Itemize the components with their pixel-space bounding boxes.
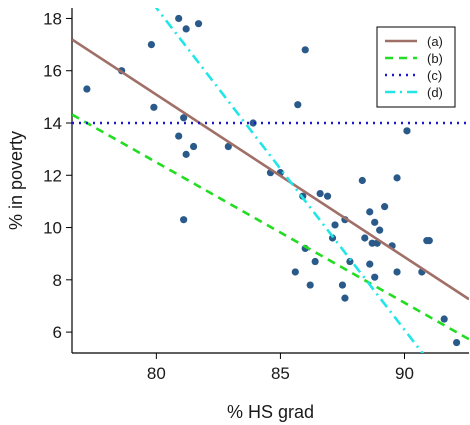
data-point	[301, 46, 309, 54]
y-tick-label: 10	[43, 219, 62, 238]
x-tick-label: 90	[395, 364, 414, 383]
data-point	[249, 119, 257, 127]
data-point	[376, 226, 384, 234]
data-point	[371, 273, 379, 281]
y-axis-title: % in poverty	[6, 131, 26, 230]
data-point	[189, 142, 198, 151]
data-point	[403, 127, 411, 135]
data-point	[393, 268, 401, 276]
data-point	[371, 218, 379, 226]
data-point	[358, 176, 366, 185]
data-point	[368, 239, 376, 247]
data-point	[316, 189, 324, 198]
x-tick-label: 85	[271, 364, 290, 383]
data-point	[294, 101, 302, 109]
data-point	[366, 208, 374, 216]
data-point	[147, 40, 155, 49]
x-axis-title: % HS grad	[227, 402, 314, 422]
data-point	[175, 132, 183, 140]
y-tick-label: 14	[43, 114, 62, 133]
data-point	[338, 281, 347, 289]
data-point	[393, 174, 401, 182]
data-point	[180, 114, 188, 122]
data-point	[306, 281, 314, 289]
y-tick-label: 18	[43, 9, 62, 28]
y-tick-label: 12	[43, 166, 62, 185]
data-point	[224, 142, 232, 151]
data-point	[323, 192, 332, 200]
data-point	[194, 20, 203, 28]
data-point	[182, 150, 190, 158]
data-point	[452, 338, 461, 347]
y-tick-label: 8	[53, 271, 62, 290]
line-b	[72, 113, 469, 341]
data-point	[291, 268, 299, 276]
data-point	[341, 294, 349, 302]
legend-label: (c)	[427, 68, 442, 83]
data-point	[182, 25, 190, 33]
data-point	[331, 221, 339, 229]
legend-box	[376, 26, 456, 108]
data-point	[83, 85, 91, 93]
legend-label: (a)	[427, 34, 443, 49]
data-point	[366, 260, 374, 268]
data-point	[440, 315, 448, 323]
y-tick-label: 16	[43, 62, 62, 81]
legend-label: (b)	[427, 51, 443, 66]
data-point	[361, 234, 369, 242]
y-tick-label: 6	[53, 323, 62, 342]
data-point	[150, 103, 158, 111]
data-point	[425, 237, 433, 245]
line-a	[72, 38, 469, 301]
x-tick-label: 80	[147, 364, 166, 383]
data-point	[381, 203, 389, 211]
data-point	[175, 14, 183, 23]
legend-label: (d)	[427, 85, 443, 100]
data-point	[180, 216, 188, 224]
data-point	[311, 257, 319, 266]
